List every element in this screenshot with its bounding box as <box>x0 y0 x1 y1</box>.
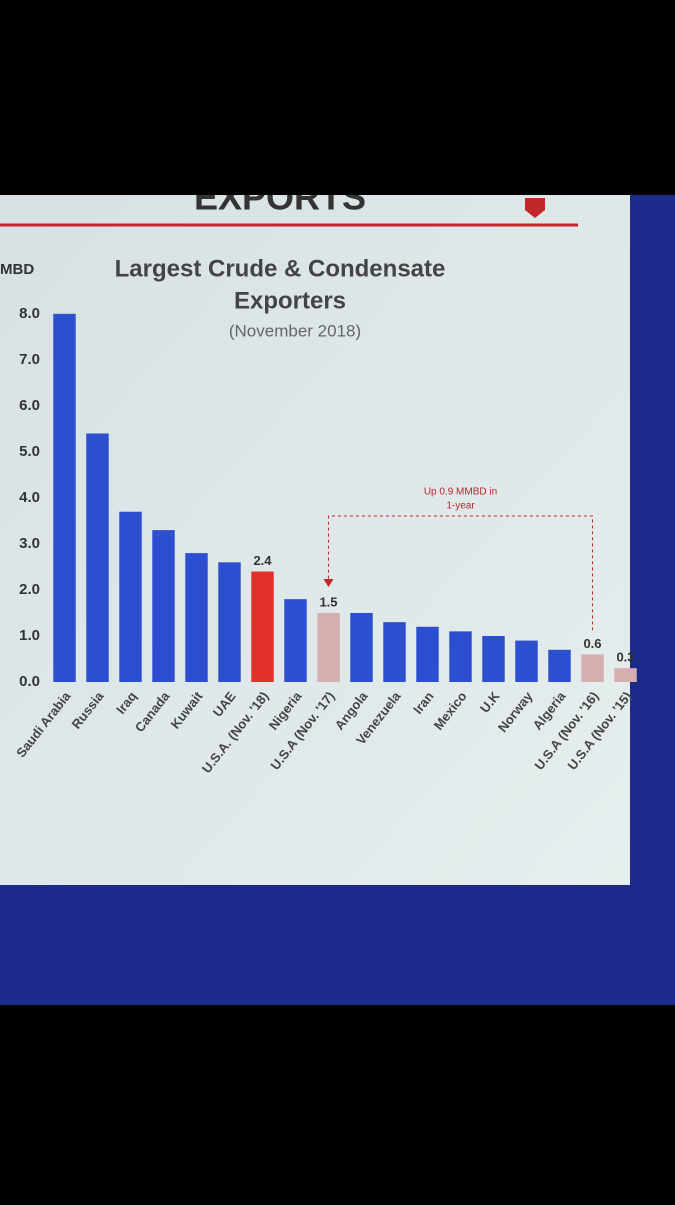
y-tick-label: 5.0 <box>19 443 40 460</box>
bar <box>548 649 571 682</box>
bar <box>614 668 637 682</box>
bar <box>251 571 274 682</box>
y-tick-label: 4.0 <box>19 489 40 506</box>
bar <box>119 511 142 682</box>
value-label: 0.3 <box>616 650 634 665</box>
y-tick-label: 0.0 <box>19 673 40 690</box>
value-label: 1.5 <box>319 594 337 609</box>
bar <box>449 631 472 682</box>
bar <box>482 635 505 682</box>
bar <box>86 433 109 682</box>
arrow-head <box>323 578 334 587</box>
bar <box>218 562 241 682</box>
chart-title: Exporters <box>234 287 346 314</box>
bar <box>185 553 208 682</box>
y-tick-label: 2.0 <box>19 581 40 598</box>
chart-subtitle: (November 2018) <box>229 321 361 340</box>
y-axis-label: MBD <box>0 261 34 278</box>
bar <box>53 313 76 682</box>
y-tick-label: 1.0 <box>19 627 40 644</box>
chart-title: Largest Crude & Condensate <box>115 255 446 282</box>
bar <box>416 626 439 682</box>
y-tick-label: 7.0 <box>19 351 40 368</box>
y-tick-label: 8.0 <box>19 305 40 322</box>
value-label: 2.4 <box>253 553 272 568</box>
background <box>0 0 675 195</box>
header: EXPORTS <box>194 177 366 218</box>
annotation-arrow <box>328 515 593 631</box>
y-tick-label: 6.0 <box>19 397 40 414</box>
y-tick-label: 3.0 <box>19 535 40 552</box>
bar <box>581 654 604 682</box>
bar <box>515 640 538 682</box>
bar <box>350 612 373 682</box>
annotation: Up 0.9 MMBD in <box>424 487 497 498</box>
bar <box>152 530 175 682</box>
bar <box>383 622 406 682</box>
annotation: 1-year <box>446 501 475 512</box>
background <box>0 1005 675 1200</box>
bar <box>284 599 307 682</box>
value-label: 0.6 <box>583 636 601 651</box>
logo <box>525 198 545 218</box>
bar <box>317 612 340 682</box>
